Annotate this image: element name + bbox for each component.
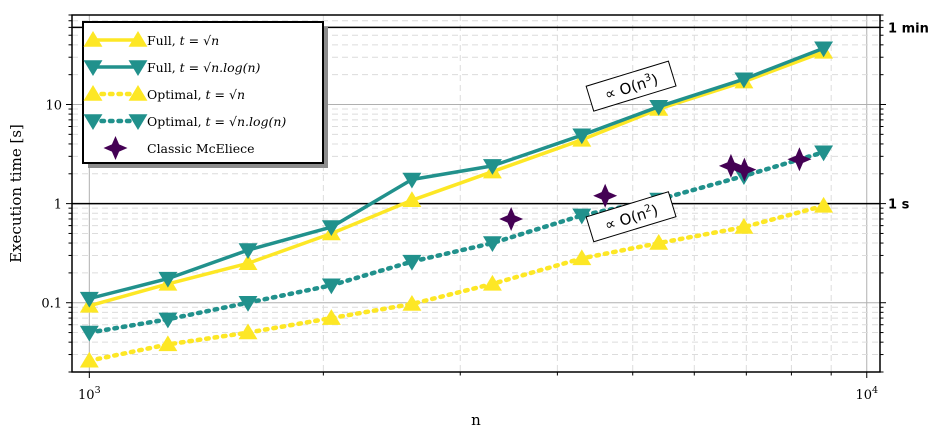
data-point bbox=[79, 291, 99, 308]
right-tick-label: 1 s bbox=[888, 198, 910, 213]
legend: Full, t = √n Full, t = √n.log(n) Optimal, … bbox=[82, 21, 328, 168]
legend-marker bbox=[83, 114, 103, 130]
legend-entry: Optimal, t = √n.log(n) bbox=[83, 114, 286, 130]
data-point bbox=[321, 220, 341, 237]
data-point bbox=[158, 335, 178, 352]
data-point bbox=[732, 157, 757, 182]
legend-label: Optimal, t = √n bbox=[147, 87, 245, 102]
y-tick-label: 0.1 bbox=[41, 297, 62, 312]
data-point bbox=[79, 325, 99, 342]
legend-marker bbox=[83, 31, 103, 47]
legend-marker bbox=[83, 85, 103, 101]
data-point bbox=[734, 218, 754, 234]
data-point bbox=[499, 206, 524, 231]
series-line bbox=[88, 50, 825, 308]
series-line bbox=[87, 203, 826, 363]
annotation-box bbox=[585, 60, 677, 112]
series-layer bbox=[79, 41, 834, 368]
axes: 103 104 0.1 1 10 1 s 1 min n Execution time [s] bbox=[7, 14, 928, 428]
series-1 bbox=[79, 41, 834, 308]
legend-label: Classic McEliece bbox=[147, 141, 255, 156]
data-point bbox=[321, 309, 341, 325]
data-point bbox=[572, 128, 592, 145]
legend-entry: Classic McEliece bbox=[103, 136, 255, 160]
data-point bbox=[482, 236, 502, 253]
series-2 bbox=[79, 196, 834, 368]
annotation-box bbox=[585, 191, 677, 243]
legend-label: Optimal, t = √n.log(n) bbox=[147, 114, 286, 129]
series-line bbox=[88, 46, 825, 301]
legend-marker bbox=[128, 85, 148, 101]
series-0 bbox=[79, 42, 834, 313]
series-4 bbox=[499, 147, 812, 231]
slope-annotation: ∝ O(n3) bbox=[585, 60, 677, 112]
data-point bbox=[593, 183, 618, 208]
data-point bbox=[402, 172, 422, 189]
x-tick-label: 103 bbox=[78, 385, 101, 403]
legend-marker bbox=[128, 31, 148, 47]
data-point bbox=[402, 295, 422, 311]
data-point bbox=[814, 41, 834, 58]
right-tick-label: 1 min bbox=[888, 21, 928, 36]
data-point bbox=[649, 99, 669, 116]
legend-entry: Optimal, t = √n bbox=[83, 85, 245, 102]
legend-marker bbox=[103, 136, 128, 160]
plot-frame bbox=[71, 14, 881, 373]
y-tick-label: 1 bbox=[54, 198, 62, 213]
series-line bbox=[87, 149, 826, 335]
data-point bbox=[482, 274, 502, 291]
slope-annotation: ∝ O(n2) bbox=[585, 191, 677, 243]
data-point bbox=[321, 278, 341, 295]
legend-entry: Full, t = √n.log(n) bbox=[83, 60, 261, 76]
x-tick-label: 104 bbox=[855, 385, 878, 403]
annotations: ∝ O(n3) ∝ O(n2) bbox=[585, 60, 677, 243]
data-point bbox=[814, 196, 834, 213]
data-point bbox=[402, 191, 422, 208]
data-point bbox=[572, 249, 592, 266]
legend-marker bbox=[128, 60, 148, 76]
data-point bbox=[238, 323, 258, 340]
data-point bbox=[238, 254, 258, 271]
data-point bbox=[158, 312, 178, 329]
legend-entry: Full, t = √n bbox=[83, 31, 219, 48]
data-point bbox=[814, 145, 834, 162]
legend-box bbox=[82, 21, 324, 164]
y-axis-label: Execution time [s] bbox=[7, 124, 25, 263]
data-point bbox=[158, 271, 178, 288]
data-point bbox=[718, 153, 743, 178]
legend-marker bbox=[83, 60, 103, 76]
data-point bbox=[482, 159, 502, 175]
legend-label: Full, t = √n bbox=[147, 33, 219, 48]
x-axis-label: n bbox=[471, 411, 481, 428]
data-point bbox=[787, 147, 812, 172]
data-point bbox=[734, 72, 754, 89]
data-point bbox=[238, 243, 258, 260]
data-point bbox=[238, 295, 258, 312]
y-tick-label: 10 bbox=[45, 99, 62, 114]
data-point bbox=[649, 234, 669, 250]
legend-label: Full, t = √n.log(n) bbox=[147, 60, 261, 75]
data-point bbox=[402, 254, 422, 271]
data-point bbox=[572, 208, 592, 225]
data-point bbox=[79, 351, 99, 368]
legend-marker bbox=[128, 114, 148, 130]
